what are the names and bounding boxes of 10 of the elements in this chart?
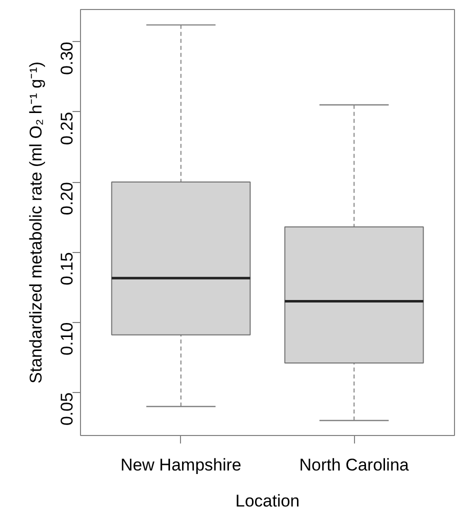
- x-tick-label: North Carolina: [299, 456, 410, 474]
- y-tick-label: 0.30: [58, 42, 76, 75]
- y-tick-label: 0.05: [58, 392, 76, 426]
- x-tick-label: New Hampshire: [120, 456, 242, 474]
- y-tick-label: 0.20: [58, 182, 76, 216]
- y-tick-label: 0.10: [58, 322, 76, 356]
- x-axis-title: Location: [235, 492, 300, 510]
- y-tick-label: 0.25: [58, 112, 76, 145]
- y-axis-title: Standardized metabolic rate (ml O₂ h⁻¹ g⁻¹): [26, 62, 46, 384]
- y-tick-label: 0.15: [58, 252, 76, 286]
